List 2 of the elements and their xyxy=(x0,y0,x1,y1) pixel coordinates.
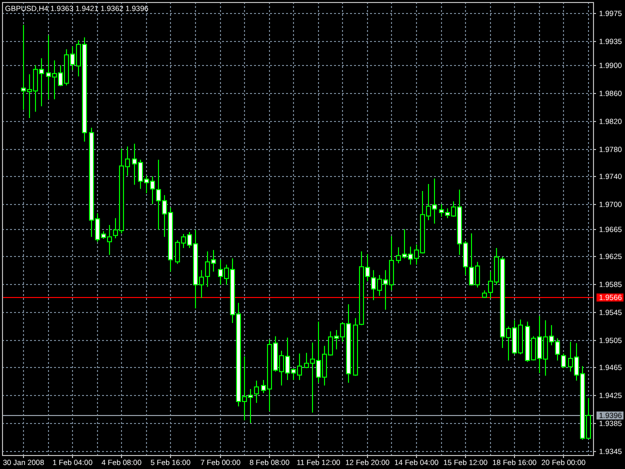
candlestick xyxy=(561,353,566,369)
candlestick xyxy=(254,380,259,404)
